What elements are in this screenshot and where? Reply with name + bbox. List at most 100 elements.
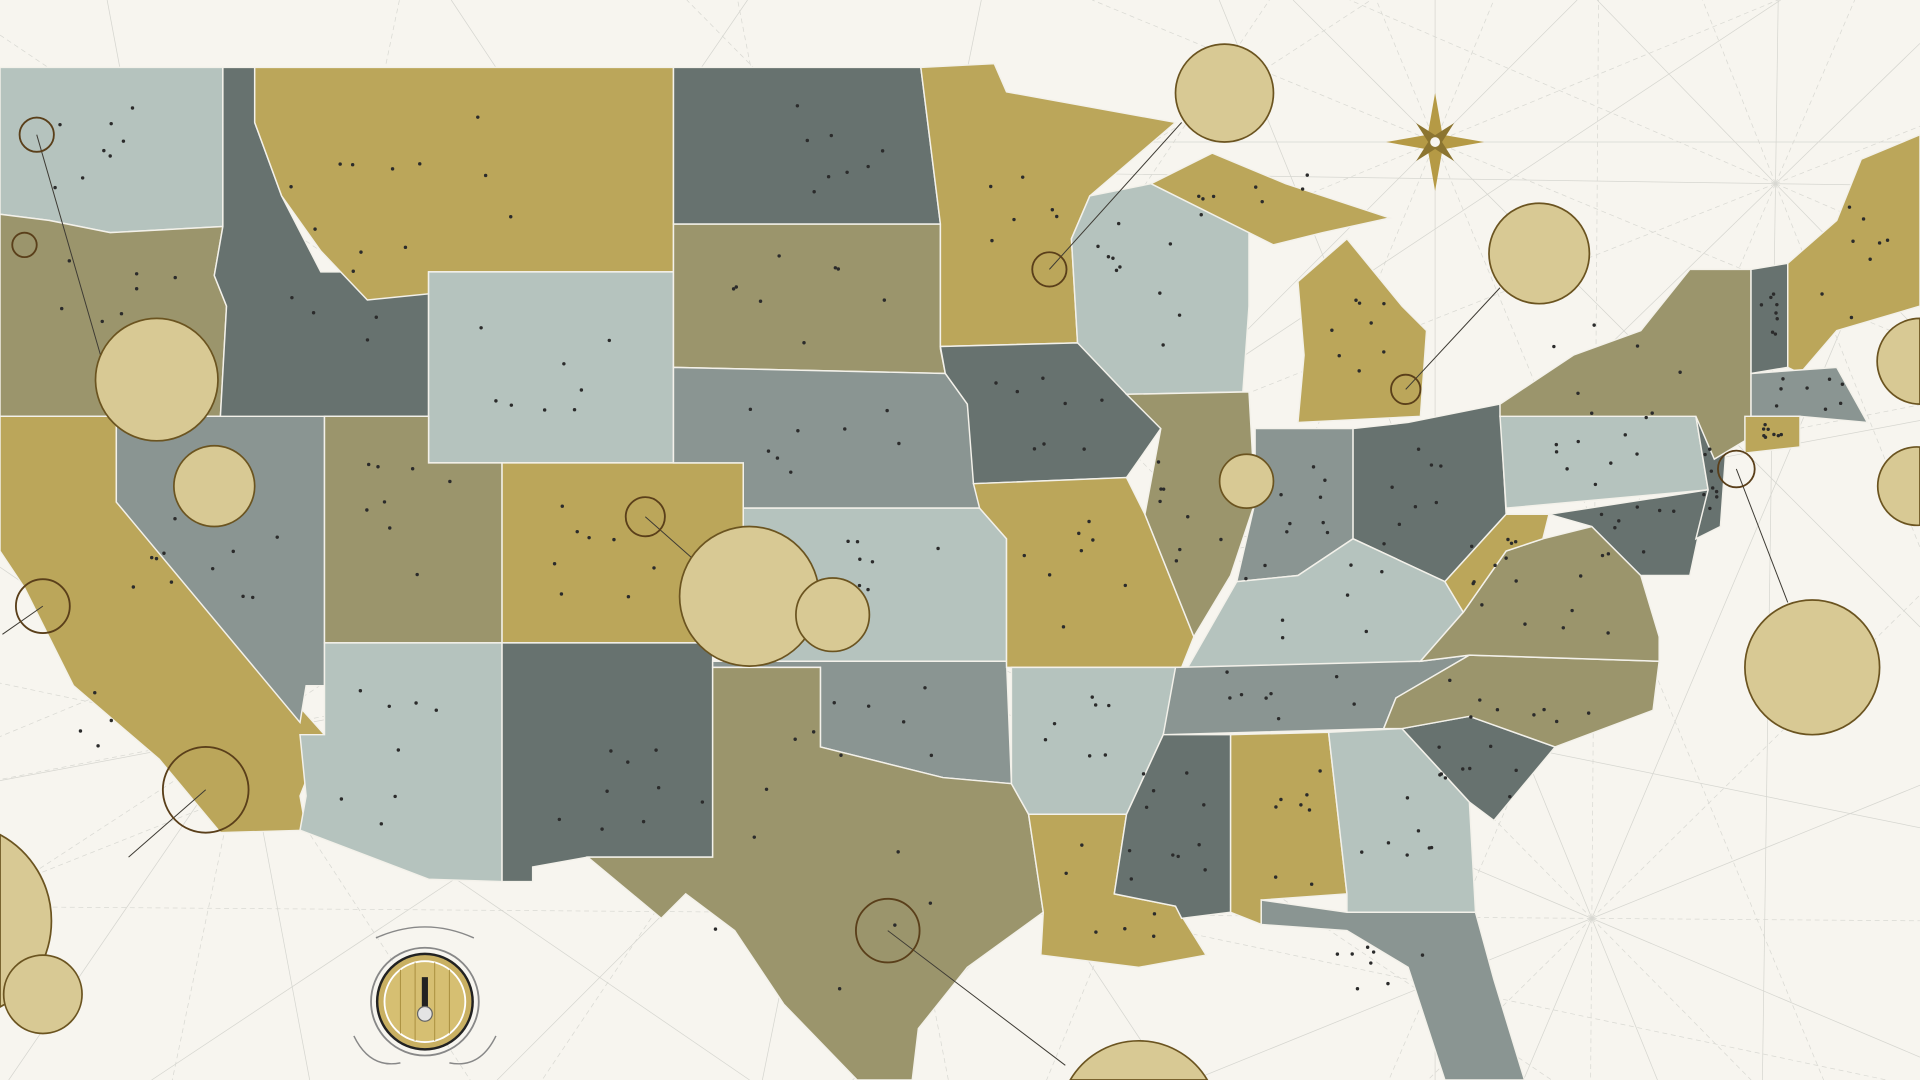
- inset-boise[interactable]: [173, 444, 256, 528]
- brewery-marker[interactable]: [1269, 691, 1273, 696]
- state-michigan-upper[interactable]: [1149, 152, 1393, 246]
- brewery-marker[interactable]: [758, 299, 763, 303]
- brewery-marker[interactable]: [552, 562, 557, 566]
- brewery-marker[interactable]: [102, 148, 106, 153]
- brewery-marker[interactable]: [929, 753, 934, 758]
- brewery-marker[interactable]: [1152, 912, 1157, 916]
- brewery-marker[interactable]: [1285, 530, 1289, 534]
- brewery-marker[interactable]: [845, 170, 849, 174]
- brewery-marker[interactable]: [1369, 961, 1373, 965]
- brewery-marker[interactable]: [1781, 377, 1785, 381]
- brewery-marker[interactable]: [1805, 386, 1809, 390]
- brewery-marker[interactable]: [1382, 542, 1386, 546]
- brewery-marker[interactable]: [1508, 794, 1512, 799]
- state-wyoming[interactable]: [427, 271, 675, 464]
- brewery-marker[interactable]: [154, 556, 159, 561]
- brewery-marker[interactable]: [1413, 504, 1418, 509]
- brewery-marker[interactable]: [923, 686, 927, 690]
- brewery-marker[interactable]: [560, 504, 564, 508]
- brewery-marker[interactable]: [476, 115, 480, 119]
- brewery-marker[interactable]: [1779, 387, 1783, 391]
- brewery-marker[interactable]: [1405, 796, 1410, 800]
- brewery-marker[interactable]: [1309, 882, 1314, 886]
- brewery-marker[interactable]: [600, 827, 604, 831]
- brewery-marker[interactable]: [652, 566, 656, 570]
- brewery-marker[interactable]: [1702, 492, 1706, 497]
- brewery-marker[interactable]: [1178, 547, 1182, 552]
- brewery-marker[interactable]: [1052, 721, 1057, 726]
- brewery-marker[interactable]: [1015, 389, 1020, 394]
- brewery-marker[interactable]: [1260, 199, 1264, 204]
- brewery-marker[interactable]: [96, 744, 100, 748]
- brewery-marker[interactable]: [1371, 950, 1376, 954]
- brewery-marker[interactable]: [1885, 238, 1890, 242]
- brewery-marker[interactable]: [169, 580, 174, 584]
- brewery-marker[interactable]: [1321, 520, 1325, 525]
- brewery-marker[interactable]: [1158, 499, 1162, 504]
- brewery-marker[interactable]: [410, 467, 415, 471]
- brewery-marker[interactable]: [1506, 537, 1510, 542]
- brewery-marker[interactable]: [843, 427, 847, 431]
- brewery-marker[interactable]: [1586, 711, 1591, 715]
- brewery-marker[interactable]: [1762, 433, 1766, 438]
- brewery-marker[interactable]: [1077, 531, 1081, 536]
- brewery-marker[interactable]: [1386, 841, 1391, 845]
- brewery-marker[interactable]: [1330, 328, 1334, 332]
- state-alabama[interactable]: [1229, 731, 1348, 926]
- brewery-marker[interactable]: [656, 785, 661, 790]
- brewery-marker[interactable]: [1228, 696, 1232, 700]
- brewery-marker[interactable]: [1774, 311, 1778, 315]
- brewery-marker[interactable]: [1080, 843, 1084, 847]
- brewery-marker[interactable]: [858, 557, 862, 561]
- brewery-marker[interactable]: [1279, 492, 1283, 497]
- brewery-marker[interactable]: [1307, 808, 1312, 812]
- brewery-marker[interactable]: [1276, 716, 1281, 721]
- brewery-marker[interactable]: [1590, 411, 1594, 415]
- brewery-marker[interactable]: [1365, 945, 1370, 949]
- brewery-marker[interactable]: [829, 133, 834, 138]
- inset-new-york[interactable]: [1744, 599, 1881, 736]
- brewery-marker[interactable]: [789, 470, 793, 474]
- brewery-marker[interactable]: [1280, 635, 1285, 640]
- brewery-marker[interactable]: [1405, 853, 1409, 857]
- brewery-marker[interactable]: [1542, 707, 1546, 712]
- state-north-dakota[interactable]: [672, 66, 942, 225]
- brewery-marker[interactable]: [1774, 404, 1779, 408]
- brewery-marker[interactable]: [173, 275, 177, 280]
- brewery-marker[interactable]: [382, 500, 387, 504]
- brewery-marker[interactable]: [1050, 208, 1055, 212]
- brewery-marker[interactable]: [893, 923, 897, 927]
- brewery-marker[interactable]: [1623, 433, 1627, 437]
- brewery-marker[interactable]: [1877, 241, 1882, 245]
- brewery-marker[interactable]: [1606, 552, 1611, 556]
- brewery-marker[interactable]: [1094, 930, 1098, 934]
- brewery-marker[interactable]: [1116, 221, 1121, 226]
- brewery-marker[interactable]: [1171, 853, 1175, 857]
- brewery-marker[interactable]: [1197, 843, 1201, 847]
- brewery-marker[interactable]: [1509, 541, 1514, 546]
- inset-denver-detail[interactable]: [795, 577, 871, 653]
- brewery-marker[interactable]: [1118, 265, 1122, 269]
- brewery-marker[interactable]: [483, 173, 488, 178]
- brewery-marker[interactable]: [313, 227, 317, 231]
- inset-minneapolis[interactable]: [1174, 43, 1275, 143]
- brewery-marker[interactable]: [1554, 450, 1559, 454]
- brewery-marker[interactable]: [1840, 382, 1845, 386]
- brewery-marker[interactable]: [796, 429, 800, 433]
- brewery-marker[interactable]: [1012, 217, 1016, 222]
- brewery-marker[interactable]: [1599, 512, 1604, 517]
- brewery-marker[interactable]: [78, 729, 83, 733]
- brewery-marker[interactable]: [1851, 239, 1855, 243]
- brewery-marker[interactable]: [338, 162, 342, 166]
- brewery-marker[interactable]: [572, 408, 577, 412]
- brewery-marker[interactable]: [241, 594, 245, 599]
- brewery-marker[interactable]: [1197, 194, 1201, 199]
- brewery-marker[interactable]: [1438, 773, 1442, 777]
- brewery-marker[interactable]: [1161, 487, 1166, 491]
- brewery-marker[interactable]: [1514, 579, 1518, 583]
- brewery-marker[interactable]: [1710, 486, 1715, 490]
- brewery-marker[interactable]: [1554, 442, 1559, 447]
- brewery-marker[interactable]: [1334, 674, 1339, 679]
- brewery-marker[interactable]: [1279, 797, 1283, 802]
- brewery-marker[interactable]: [100, 319, 104, 324]
